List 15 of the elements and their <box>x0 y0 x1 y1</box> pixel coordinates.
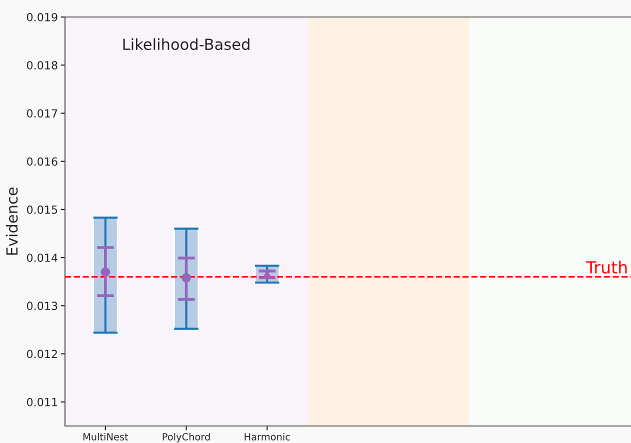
x-tick-label: MultiNest <box>83 432 128 440</box>
x-tick-label: Harmonic <box>244 432 290 440</box>
x-tick-label: PolyChord <box>162 432 210 442</box>
y-tick-label: 0.013 <box>26 302 58 310</box>
y-tick-label: 0.018 <box>26 61 58 70</box>
y-tick-label: 0.014 <box>26 254 58 262</box>
band-label: Likelihood-Based <box>123 38 250 50</box>
y-axis-title: Evidence <box>6 188 18 255</box>
y-tick-label: 0.012 <box>26 350 57 358</box>
ref-line-label: Truth <box>586 260 627 274</box>
y-tick-label: 0.016 <box>26 157 58 166</box>
y-tick-label: 0.015 <box>26 205 58 214</box>
y-tick-label: 0.017 <box>26 109 58 118</box>
y-tick-label: 0.019 <box>26 12 58 22</box>
y-tick-label: 0.011 <box>26 398 58 406</box>
